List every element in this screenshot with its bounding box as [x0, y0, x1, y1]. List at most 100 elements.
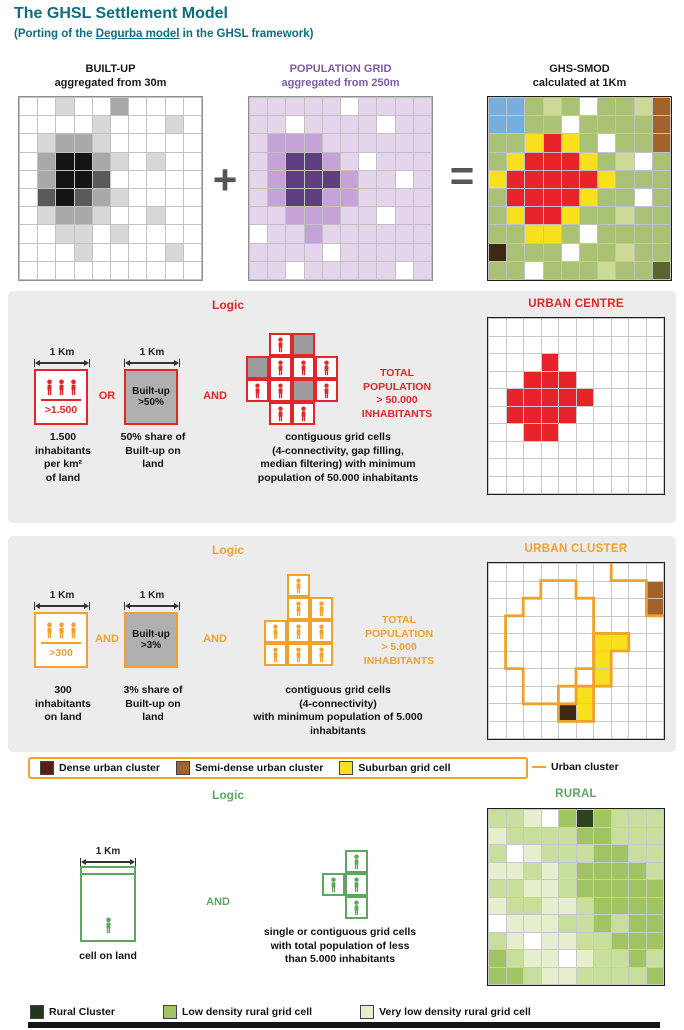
grid-cell: [341, 170, 359, 188]
grid-cell: [634, 261, 652, 279]
grid-cell: [286, 243, 304, 261]
grid-cell: [611, 880, 628, 897]
grid-cell: [74, 225, 92, 243]
grid-cell: [56, 116, 74, 134]
person-icon: [255, 383, 260, 398]
grid-cell: [341, 188, 359, 207]
grid-cell: [580, 261, 598, 279]
grid-cell: [129, 98, 147, 116]
urban-cluster-legend-callout: Urban cluster: [532, 761, 619, 773]
grid-cell: [559, 616, 576, 633]
grid-cell: [646, 897, 663, 914]
smod-header: GHS-SMOD calculated at 1Km: [487, 62, 672, 91]
scale-1km: 1 Km: [34, 347, 90, 367]
grid-cell: [377, 170, 395, 188]
rural-legend: Rural Cluster Low density rural grid cell…: [30, 1005, 531, 1019]
grid-cell: [524, 827, 541, 844]
grid-cell: [38, 243, 56, 261]
caption-cell-on-land: cell on land: [79, 950, 137, 962]
grid-cell: [629, 721, 646, 738]
grid-cell: [92, 170, 110, 188]
grid-cell: [634, 188, 652, 207]
grid-cell: [268, 170, 286, 188]
grid-cell: [616, 207, 634, 225]
person-icon: [324, 383, 329, 398]
grid-cell: [250, 243, 268, 261]
grid-cell: [611, 564, 628, 581]
grid-cell: [594, 406, 611, 423]
grid-cell: [129, 188, 147, 207]
grid-cell: [268, 98, 286, 116]
grid-cell: [629, 686, 646, 703]
grid-cell: [598, 261, 616, 279]
grid-cell: [506, 845, 523, 862]
grid-cell: [111, 188, 129, 207]
person-icon: [46, 379, 52, 395]
grid-cell: [629, 634, 646, 651]
grid-cell: [489, 389, 506, 406]
grid-cell: [543, 207, 561, 225]
grid-cell: [594, 880, 611, 897]
grid-cell: [629, 880, 646, 897]
contiguous-cells-diagram: [264, 574, 333, 666]
person-icons: [44, 379, 79, 396]
grid-cell: [489, 827, 506, 844]
scale-1km: 1 Km: [124, 347, 180, 367]
grid-cell: [559, 845, 576, 862]
grid-cell: [268, 261, 286, 279]
grid-cell: [541, 704, 558, 721]
divider: [41, 398, 81, 401]
grid-cell: [286, 225, 304, 243]
degurba-model-link[interactable]: Degurba model: [95, 28, 180, 40]
grid-cell: [594, 932, 611, 949]
grid-cell: [489, 704, 506, 721]
grid-cell: [92, 243, 110, 261]
grid-cell: [524, 616, 541, 633]
grid-cell: [541, 721, 558, 738]
grid-cell: [304, 170, 322, 188]
grid-cell: [576, 862, 593, 879]
grid-cell: [489, 243, 507, 261]
grid-cell: [359, 188, 377, 207]
grid-cell: [74, 98, 92, 116]
grid-cell: [525, 170, 543, 188]
population-subtitle: aggregated from 250m: [281, 77, 400, 90]
grid-cell: [56, 134, 74, 152]
grid-cell: [489, 261, 507, 279]
grid-cell: [629, 564, 646, 581]
grid-cell: [559, 564, 576, 581]
grid-cell: [111, 261, 129, 279]
grid-cell: [559, 721, 576, 738]
grid-cell: [611, 862, 628, 879]
grid-cell: [525, 98, 543, 116]
grid-cell: [506, 459, 523, 476]
grid-cell: [395, 152, 413, 170]
person-cell: [287, 620, 310, 643]
grid-cell: [611, 704, 628, 721]
grid-cell: [524, 406, 541, 423]
grid-cell: [646, 967, 663, 984]
grid-cell: [646, 581, 663, 598]
grid-cell: [322, 116, 340, 134]
grid-cell: [489, 897, 506, 914]
grid-cell: [129, 243, 147, 261]
grid-cell: [506, 616, 523, 633]
grid-cell: [250, 116, 268, 134]
grid-cell: [629, 915, 646, 932]
urban-cluster-legend: Dense urban cluster Semi-dense urban clus…: [28, 757, 528, 779]
grid-cell: [92, 207, 110, 225]
grid-cell: [580, 170, 598, 188]
legend-item: Rural Cluster: [30, 1005, 115, 1019]
grid-cell: [646, 915, 663, 932]
person-cell: [315, 379, 338, 402]
grid-cell: [507, 207, 525, 225]
grid-cell: [506, 406, 523, 423]
smod-title: GHS-SMOD: [549, 63, 610, 75]
grid-cell: [489, 476, 506, 493]
grid-cell: [652, 98, 670, 116]
urban-cluster-title: URBAN CLUSTER: [524, 543, 628, 555]
grid-cell: [525, 188, 543, 207]
grid-cell: [561, 225, 579, 243]
grid-cell: [506, 897, 523, 914]
page-subtitle: (Porting of the Degurba model in the GHS…: [14, 28, 313, 40]
